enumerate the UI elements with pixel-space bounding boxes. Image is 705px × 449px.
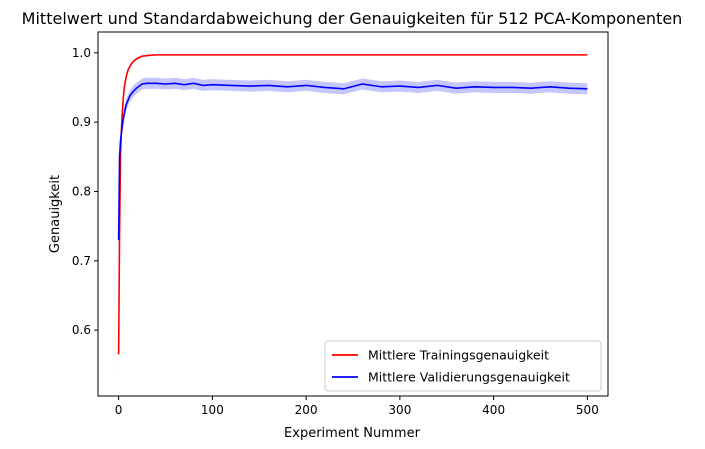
legend-label-1: Mittlere Validierungsgenauigkeit xyxy=(368,370,570,385)
legend-label-0: Mittlere Trainingsgenauigkeit xyxy=(368,348,549,363)
x-tick-label: 300 xyxy=(388,403,411,417)
y-axis-label: Genauigkeit xyxy=(48,175,63,253)
series-line-0 xyxy=(117,54,588,355)
chart-title: Mittelwert und Standardabweichung der Ge… xyxy=(22,9,683,28)
y-tick-label: 0.7 xyxy=(72,254,91,268)
y-tick-label: 0.8 xyxy=(72,184,91,198)
y-tick-label: 0.9 xyxy=(72,115,91,129)
y-tick-label: 0.6 xyxy=(72,323,91,337)
std-bands xyxy=(118,54,588,379)
x-tick-label: 0 xyxy=(115,403,123,417)
x-axis: 0 100 200 300 400 500 xyxy=(115,396,599,417)
series-lines xyxy=(117,54,588,355)
y-tick-label: 1.0 xyxy=(72,46,91,60)
legend: Mittlere Trainingsgenauigkeit Mittlere Va… xyxy=(324,340,602,392)
legend-box xyxy=(324,340,602,392)
y-axis: 0.6 0.7 0.8 0.9 1.0 xyxy=(72,46,98,337)
x-tick-label: 100 xyxy=(201,403,224,417)
series-line-1 xyxy=(117,82,588,241)
std-band-0 xyxy=(118,54,588,379)
std-band-1 xyxy=(118,77,588,254)
x-tick-label: 500 xyxy=(576,403,599,417)
x-axis-label: Experiment Nummer xyxy=(284,426,421,441)
x-tick-label: 400 xyxy=(482,403,505,417)
x-tick-label: 200 xyxy=(295,403,318,417)
plot-frame xyxy=(97,31,609,397)
